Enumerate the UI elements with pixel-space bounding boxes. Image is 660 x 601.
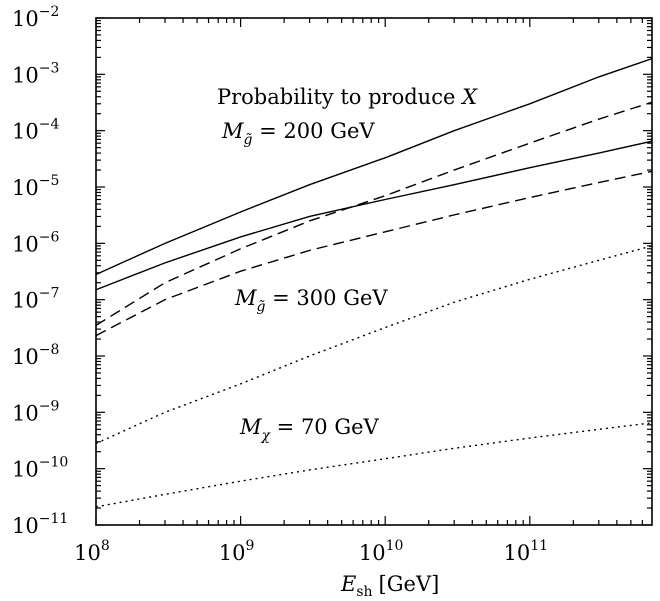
y-tick-label: 10−3 <box>12 60 59 87</box>
series-line-dashed-4 <box>95 170 653 337</box>
annotation-chi-70: Mχ = 70 GeV <box>239 415 380 444</box>
y-tick-label: 10−11 <box>12 511 68 538</box>
series-line-dashed-3 <box>95 101 653 326</box>
annotation-gluino-300: Mg̃ = 300 GeV <box>234 286 388 315</box>
x-tick-label: 1010 <box>359 538 404 565</box>
annotation-gluino-200-symbol: M <box>221 119 244 143</box>
x-axis-label-main: E <box>340 572 356 596</box>
y-tick-label: 10−4 <box>12 117 59 144</box>
annotation-chi-70-subscript: χ <box>261 428 272 444</box>
annotation-chi-70-symbol: M <box>239 415 262 439</box>
x-tick-label: 1011 <box>504 538 549 565</box>
y-tick-label: 10−10 <box>12 455 68 482</box>
data-series <box>95 57 653 508</box>
y-tick-label: 10−7 <box>12 286 59 313</box>
x-tick-label: 108 <box>74 538 110 565</box>
axis-ticks <box>95 17 652 526</box>
annotation-chi-70-value: = 70 GeV <box>270 415 380 439</box>
x-tick-label: 109 <box>219 538 255 565</box>
annotation-gluino-300-subscript: g̃ <box>257 299 266 315</box>
annotation-gluino-200-subscript: g̃ <box>244 132 253 148</box>
series-line-solid-2 <box>95 140 653 291</box>
y-tick-label: 10−5 <box>12 173 59 200</box>
x-axis-label-unit: [GeV] <box>379 572 440 596</box>
annotation-heading-var: X <box>460 85 478 109</box>
y-tick-label: 10−8 <box>12 342 59 369</box>
x-axis-label-sub: sh <box>356 584 372 600</box>
axis-tick-labels: 10−2 10−3 10−4 10−5 10−6 10−7 10−8 10−9 10−10 10−… <box>12 4 548 565</box>
annotation-gluino-200-value: = 200 GeV <box>252 119 375 143</box>
annotation-heading-text: Probability to produce <box>217 85 462 109</box>
annotation-gluino-300-value: = 300 GeV <box>265 286 388 310</box>
y-tick-label: 10−9 <box>12 398 59 425</box>
series-line-dotted-5 <box>95 245 653 445</box>
x-axis-label: Esh [GeV] <box>340 572 439 600</box>
annotation-heading: Probability to produce X <box>217 85 478 109</box>
y-tick-label: 10−2 <box>12 4 59 31</box>
y-tick-label: 10−6 <box>12 229 59 256</box>
plot-frame <box>95 17 653 526</box>
annotation-gluino-200: Mg̃ = 200 GeV <box>221 119 375 148</box>
series-line-solid-1 <box>95 57 653 276</box>
annotation-gluino-300-symbol: M <box>234 286 257 310</box>
